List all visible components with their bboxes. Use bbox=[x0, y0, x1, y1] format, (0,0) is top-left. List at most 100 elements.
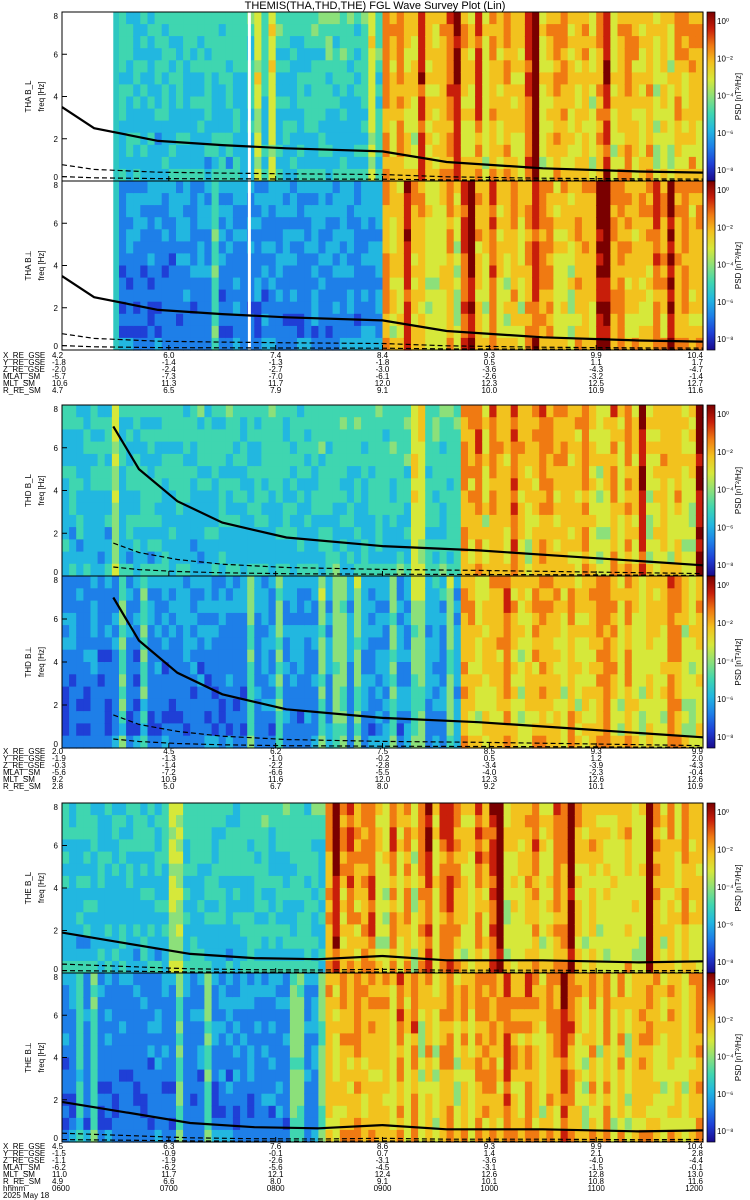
spectrogram-cell bbox=[439, 478, 448, 492]
spectrogram-cell bbox=[418, 527, 426, 540]
spectrogram-cell bbox=[275, 24, 284, 37]
spectrogram-cell bbox=[218, 551, 227, 565]
spectrogram-cell bbox=[517, 325, 526, 339]
spectrogram-cell bbox=[403, 686, 412, 700]
spectrogram-cell bbox=[510, 193, 519, 206]
spectrogram-cell bbox=[361, 181, 369, 194]
spectrogram-cell bbox=[161, 453, 170, 467]
spectrogram-cell bbox=[289, 72, 298, 86]
spectrogram-cell bbox=[325, 205, 334, 218]
spectrogram-cell bbox=[432, 301, 441, 315]
spectrogram-cell bbox=[681, 36, 690, 49]
spectrogram-cell bbox=[268, 612, 277, 626]
spectrogram-cell bbox=[489, 337, 497, 351]
spectrogram-cell bbox=[275, 108, 284, 122]
spectrogram-cell bbox=[126, 241, 134, 255]
spectrogram-cell bbox=[468, 193, 476, 206]
spectrogram-cell bbox=[375, 417, 384, 430]
spectrogram-cell bbox=[176, 551, 184, 565]
spectrogram-cell bbox=[617, 96, 626, 110]
spectrogram-cell bbox=[361, 612, 369, 626]
spectrogram-cell bbox=[218, 453, 227, 467]
spectrogram-cell bbox=[646, 12, 654, 25]
spectrogram-cell bbox=[111, 453, 120, 467]
spectrogram-cell bbox=[62, 851, 70, 865]
spectrogram-cell bbox=[460, 551, 469, 565]
spectrogram-cell bbox=[304, 625, 312, 638]
spectrogram-cell bbox=[168, 711, 177, 724]
spectrogram-cell bbox=[375, 132, 384, 146]
spectrogram-cell bbox=[232, 108, 241, 122]
spectrogram-cell bbox=[610, 60, 619, 73]
spectrogram-cell bbox=[76, 960, 84, 974]
spectrogram-cell bbox=[653, 84, 661, 98]
spectrogram-cell bbox=[517, 662, 526, 675]
spectrogram-cell bbox=[304, 181, 312, 194]
spectrogram-cell bbox=[240, 429, 248, 443]
spectrogram-cell bbox=[403, 120, 412, 134]
spectrogram-cell bbox=[638, 84, 647, 98]
spectrogram-cell bbox=[204, 72, 213, 86]
spectrogram-cell bbox=[603, 600, 611, 614]
spectrogram-cell bbox=[468, 478, 476, 492]
spectrogram-cell bbox=[589, 24, 597, 37]
spectrogram-cell bbox=[297, 96, 305, 110]
spectrogram-cell bbox=[496, 649, 505, 663]
spectrogram-cell bbox=[695, 490, 704, 504]
spectrogram-cell bbox=[567, 48, 576, 61]
spectrogram-cell bbox=[539, 132, 547, 146]
spectrogram-cell bbox=[247, 277, 255, 291]
spectrogram-cell bbox=[240, 514, 248, 528]
spectrogram-cell bbox=[168, 168, 177, 182]
spectrogram-cell bbox=[104, 466, 113, 479]
spectrogram-cell bbox=[204, 551, 213, 565]
spectrogram-cell bbox=[140, 723, 148, 737]
spectrogram-cell bbox=[688, 662, 697, 675]
spectrogram-cell bbox=[653, 490, 661, 504]
spectrogram-cell bbox=[624, 289, 633, 303]
spectrogram-cell bbox=[247, 36, 255, 49]
spectrogram-cell bbox=[211, 576, 220, 589]
spectrogram-cell bbox=[354, 514, 362, 528]
spectrogram-cell bbox=[240, 301, 248, 315]
spectrogram-cell bbox=[617, 12, 626, 25]
spectrogram-cell bbox=[76, 551, 84, 565]
spectrogram-cell bbox=[346, 265, 355, 279]
spectrogram-cell bbox=[603, 36, 611, 49]
spectrogram-cell bbox=[119, 313, 127, 327]
spectrogram-cell bbox=[204, 205, 213, 218]
spectrogram-cell bbox=[468, 168, 476, 182]
spectrogram-cell bbox=[140, 649, 148, 663]
spectrogram-cell bbox=[681, 217, 690, 230]
spectrogram-cell bbox=[261, 466, 270, 479]
spectrogram-cell bbox=[411, 120, 419, 134]
spectrogram-cell bbox=[275, 551, 284, 565]
spectrogram-cell bbox=[97, 429, 106, 443]
spectrogram-cell bbox=[411, 72, 419, 86]
spectrogram-cell bbox=[154, 637, 163, 651]
spectrogram-cell bbox=[510, 120, 519, 134]
spectrogram-cell bbox=[76, 698, 84, 712]
spectrogram-cell bbox=[361, 72, 369, 86]
spectrogram-cell bbox=[375, 527, 384, 540]
spectrogram-cell bbox=[375, 478, 384, 492]
spectrogram-cell bbox=[681, 132, 690, 146]
spectrogram-cell bbox=[289, 325, 298, 339]
spectrogram-cell bbox=[197, 144, 205, 158]
spectrogram-cell bbox=[190, 600, 198, 614]
spectrogram-cell bbox=[688, 289, 697, 303]
spectrogram-cell bbox=[318, 600, 327, 614]
spectrogram-cell bbox=[489, 120, 497, 134]
spectrogram-cell bbox=[646, 674, 654, 688]
spectrogram-cell bbox=[389, 405, 398, 418]
spectrogram-cell bbox=[346, 60, 355, 73]
spectrogram-cell bbox=[532, 711, 540, 724]
spectrogram-cell bbox=[496, 96, 505, 110]
spectrogram-cell bbox=[346, 229, 355, 242]
spectrogram-cell bbox=[546, 181, 554, 194]
spectrogram-cell bbox=[660, 229, 668, 242]
spectrogram-cell bbox=[446, 698, 455, 712]
spectrogram-cell bbox=[439, 156, 448, 170]
spectrogram-cell bbox=[482, 217, 490, 230]
spectrogram-cell bbox=[660, 576, 668, 589]
